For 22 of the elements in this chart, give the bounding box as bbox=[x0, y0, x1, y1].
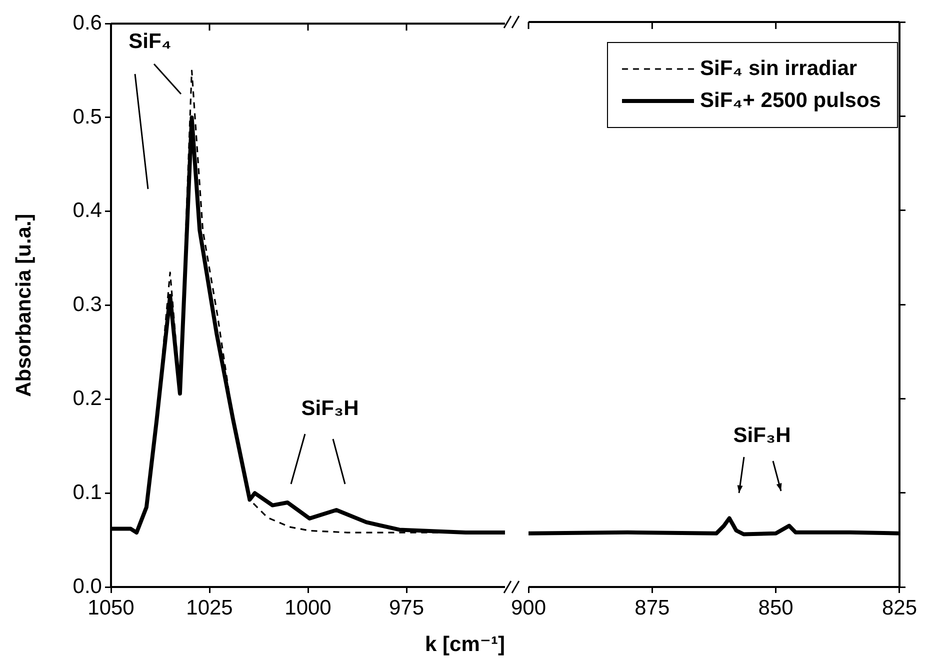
y-tick-label: 0.5 bbox=[72, 105, 102, 128]
annotation: SiF₄ bbox=[128, 30, 172, 53]
x-tick-label: 1000 bbox=[284, 596, 332, 620]
x-tick-label: 850 bbox=[758, 596, 794, 620]
x-tick-label: 1025 bbox=[186, 596, 233, 620]
y-tick-label: 0.4 bbox=[72, 199, 102, 222]
x-tick-label: 875 bbox=[634, 596, 670, 620]
x-axis-title: k [cm⁻¹] bbox=[424, 632, 506, 657]
annotation: SiF₃H bbox=[301, 396, 359, 420]
x-tick-label: 1050 bbox=[88, 596, 134, 620]
x-tick-label: 825 bbox=[882, 596, 918, 620]
x-tick-label: 900 bbox=[510, 596, 546, 620]
y-tick-label: 0.0 bbox=[72, 574, 102, 598]
y-tick-label: 0.6 bbox=[72, 11, 102, 34]
y-tick-label: 0.1 bbox=[72, 480, 102, 504]
annotation: SiF₃H bbox=[733, 424, 791, 447]
legend-label: SiF₄+ 2500 pulsos bbox=[700, 88, 881, 114]
y-axis-title: Absorbancia [u.a.] bbox=[12, 214, 36, 397]
y-tick-label: 0.2 bbox=[72, 386, 102, 410]
legend-label: SiF₄ sin irradiar bbox=[700, 56, 858, 82]
y-tick-label: 0.3 bbox=[72, 293, 102, 316]
x-tick-label: 975 bbox=[388, 596, 424, 620]
